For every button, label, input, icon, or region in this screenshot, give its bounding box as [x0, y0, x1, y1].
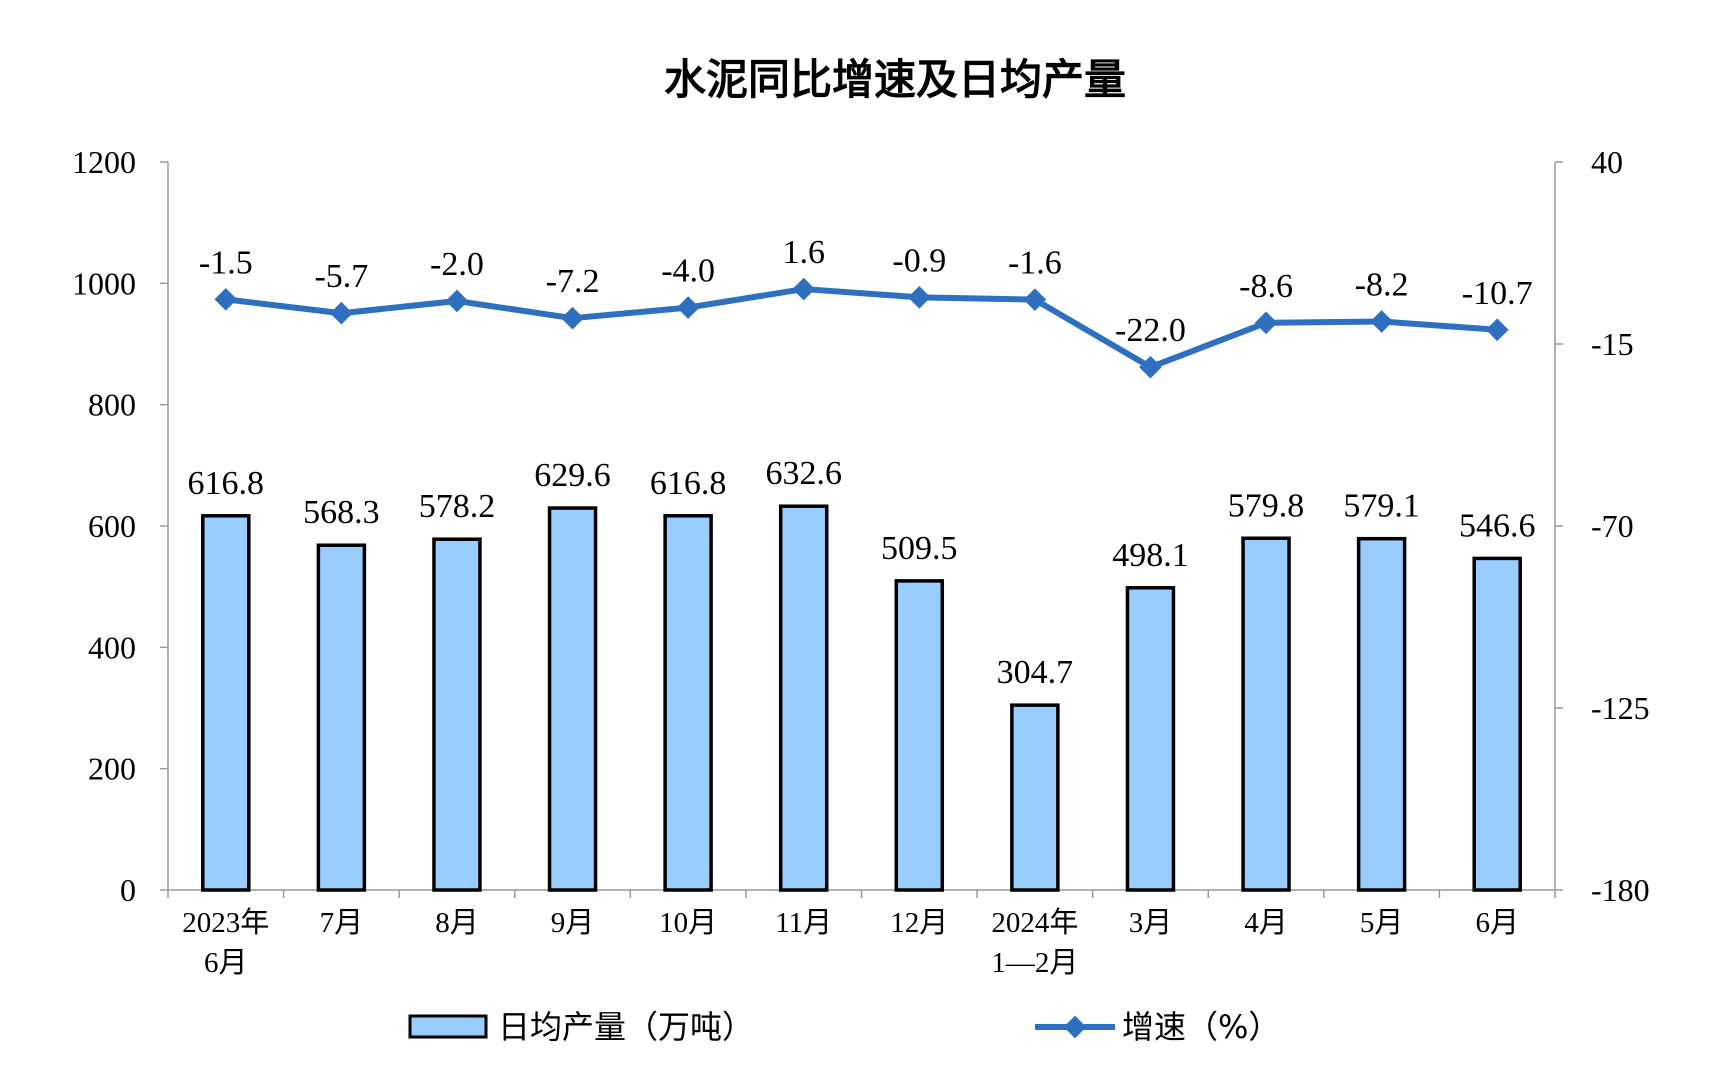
y-left-tick-label: 1000: [72, 265, 136, 301]
line-point-marker: [214, 288, 238, 311]
x-tick-label: 3月: [1129, 907, 1173, 939]
x-tick-label: 7月: [320, 907, 364, 939]
x-tick-label: 10月: [659, 907, 717, 939]
line-data-label: -4.0: [661, 253, 715, 290]
bar-data-label: 304.7: [997, 654, 1074, 691]
line-point-marker: [1023, 288, 1047, 311]
x-tick-label: 9月: [551, 907, 595, 939]
legend-bar-swatch: [408, 1014, 488, 1039]
chart-title: 水泥同比增速及日均产量: [664, 55, 1126, 104]
line-data-label: -22.0: [1115, 312, 1186, 349]
bar-data-label: 568.3: [303, 494, 380, 531]
y-right-tick-label: -70: [1591, 508, 1634, 544]
line-data-label: 1.6: [782, 234, 825, 271]
y-left-tick-label: 600: [88, 508, 136, 544]
bar-data-label: 498.1: [1112, 537, 1189, 574]
y-left-tick-label: 0: [120, 872, 136, 908]
bar-data-label: 546.6: [1459, 507, 1536, 544]
line-data-label: -1.6: [1008, 245, 1062, 282]
bar: [1356, 536, 1407, 892]
bar-data-label: 616.8: [650, 465, 727, 502]
line-data-label: -5.7: [314, 258, 368, 295]
bar: [1010, 703, 1060, 892]
line-point-marker: [792, 277, 816, 301]
y-right-tick-label: -15: [1591, 326, 1634, 362]
bar-data-label: 509.5: [881, 530, 958, 567]
bar-data-labels: 616.8 568.3 578.2 629.6 616.8 632.6 509.5 304.7…: [188, 455, 1536, 691]
growth-line: [225, 286, 1498, 371]
x-tick-label: 4月: [1244, 907, 1288, 939]
line-point-marker: [1370, 310, 1393, 333]
bar: [316, 543, 367, 892]
bar-data-label: 579.8: [1228, 487, 1305, 524]
line-data-label: -1.5: [199, 244, 253, 281]
bar-data-label: 578.2: [419, 488, 496, 525]
legend: 日均产量（万吨） 增速（%）: [408, 1008, 1280, 1046]
y-left-tick-label: 200: [88, 751, 136, 787]
bar: [778, 504, 829, 892]
y-left-tick-label: 1200: [72, 144, 136, 180]
bar: [547, 506, 598, 892]
line-point-marker: [907, 286, 931, 309]
x-tick-label: 11月: [775, 907, 832, 939]
x-tick-label: 6月: [1475, 907, 1519, 939]
legend-line-marker: [1063, 1015, 1087, 1039]
bar-data-label: 629.6: [534, 457, 611, 494]
bar: [1472, 556, 1522, 892]
line-point-marker: [561, 306, 584, 330]
bar: [432, 537, 482, 892]
y-left-tick-label: 400: [88, 629, 136, 665]
y-right-tick-label: -180: [1591, 872, 1650, 908]
line-point-marker: [445, 289, 469, 313]
line-data-labels: -1.5 -5.7 -2.0 -7.2 -4.0 1.6 -0.9 -1.6 -22.0 -8.6…: [199, 234, 1533, 349]
x-tick-label: 2024年: [991, 906, 1078, 939]
bar-data-label: 632.6: [765, 455, 842, 492]
x-tick-label: 2023年: [182, 906, 269, 939]
legend-bar-label: 日均产量（万吨）: [498, 1008, 754, 1046]
x-tick-label: 5月: [1360, 907, 1404, 939]
bar: [1241, 536, 1291, 892]
line-data-label: -10.7: [1462, 275, 1533, 312]
line-point-marker: [1254, 311, 1278, 335]
bar-data-label: 579.1: [1343, 488, 1420, 525]
bar-data-label: 616.8: [188, 465, 265, 502]
legend-line-label: 增速（%）: [1122, 1008, 1280, 1046]
line-point-marker: [676, 296, 700, 319]
line-data-label: -8.2: [1355, 266, 1409, 303]
line-point-marker: [1485, 318, 1509, 342]
x-axis-labels: 2023年 6月 7月 8月 9月 10月 11月 12月 2024年 1—2月 3月 4月 5月 6月: [182, 906, 1519, 979]
x-tick-label: 12月: [890, 907, 948, 939]
bar: [894, 579, 945, 892]
line-point-marker: [1139, 355, 1162, 379]
x-tick-label: 6月: [204, 947, 248, 979]
y-right-tick-label: 40: [1591, 144, 1623, 180]
bar: [201, 514, 251, 892]
line-point-marker: [330, 301, 353, 325]
line-data-label: -7.2: [546, 263, 600, 300]
axes: 0 200 400 600 800 1000 1200 40 -15 -70 -125 -180: [72, 144, 1650, 908]
line-data-label: -2.0: [430, 246, 484, 283]
line-data-label: -0.9: [892, 242, 946, 279]
line-series: [214, 277, 1509, 379]
x-tick-label: 1—2月: [991, 947, 1078, 979]
y-right-tick-label: -125: [1591, 690, 1650, 726]
bar-series: [201, 504, 1522, 892]
line-data-label: -8.6: [1239, 268, 1293, 305]
bar: [1125, 586, 1176, 892]
x-tick-label: 8月: [435, 907, 479, 939]
bar: [663, 514, 713, 892]
y-left-tick-label: 800: [88, 387, 136, 423]
